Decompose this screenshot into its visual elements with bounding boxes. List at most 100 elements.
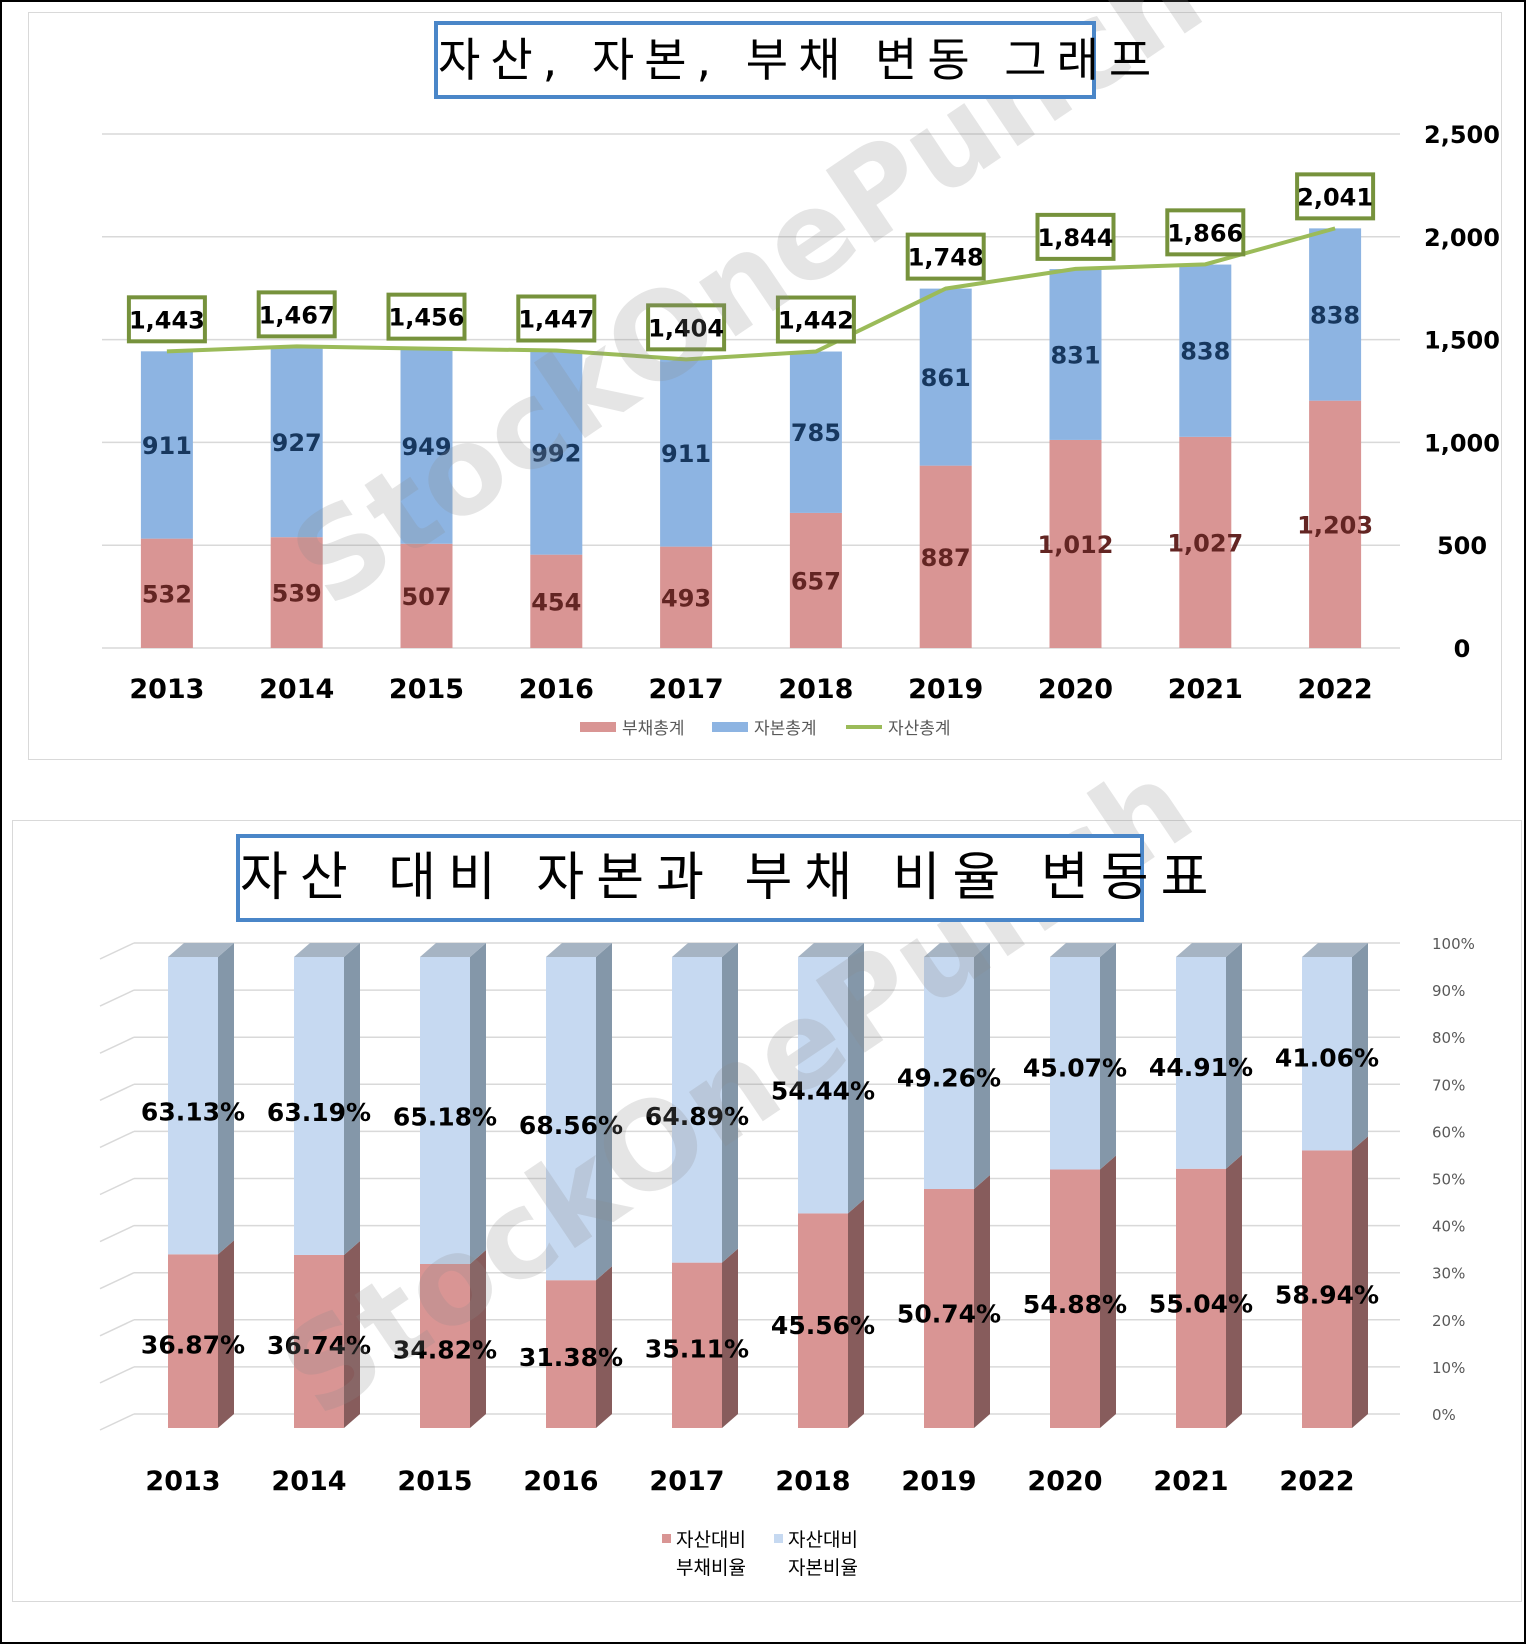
bar-top-face (1302, 943, 1368, 957)
data-label-asset: 1,443 (129, 306, 205, 334)
legend-label: 자산총계 (888, 719, 951, 739)
data-label-equity: 838 (1310, 302, 1360, 330)
bar-debt-side (596, 1266, 612, 1428)
bar-equity-2016 (546, 957, 596, 1281)
bar-debt-2016 (546, 1280, 596, 1428)
gridline-side (99, 1366, 135, 1384)
data-label-equity: 44.91% (1149, 1053, 1253, 1082)
data-label-debt: 36.74% (267, 1331, 371, 1360)
x-tick-label: 2022 (1279, 1466, 1354, 1497)
bar-debt-2017 (672, 1262, 722, 1428)
data-label-equity: 831 (1050, 342, 1100, 370)
bar-equity-side (596, 943, 612, 1281)
bar-debt-side (974, 1175, 990, 1428)
chart-bottom-panel (12, 820, 1522, 1602)
data-label-box-asset (905, 232, 986, 281)
bar-debt-side (1352, 1136, 1368, 1428)
data-label-equity: 54.44% (771, 1076, 875, 1105)
bar-debt-side (848, 1199, 864, 1428)
x-tick-label: 2022 (1298, 674, 1373, 705)
y-tick-label: 30% (1432, 1265, 1465, 1283)
data-label-asset: 1,467 (259, 301, 335, 329)
data-label-equity: 45.07% (1023, 1054, 1127, 1083)
bar-equity-2022 (1302, 957, 1352, 1151)
bar-debt-2013 (168, 1254, 218, 1428)
bar-equity-side (1352, 943, 1368, 1151)
y-tick-label: 10% (1432, 1359, 1465, 1377)
legend-label: 부채총계 (622, 719, 685, 739)
data-label-box-asset (1035, 212, 1116, 261)
data-label-debt: 45.56% (771, 1311, 875, 1340)
legend-swatch (774, 1534, 783, 1543)
y-tick-label: 2,000 (1424, 224, 1500, 252)
data-label-debt: 35.11% (645, 1335, 749, 1364)
y-tick-label: 90% (1432, 982, 1465, 1000)
y-tick-label: 1,500 (1424, 327, 1500, 355)
x-tick-label: 2015 (389, 674, 464, 705)
bar-equity-2017 (660, 359, 713, 547)
y-tick-label: 60% (1432, 1123, 1465, 1141)
bar-debt-side (344, 1240, 360, 1428)
x-tick-label: 2013 (129, 674, 204, 705)
data-label-debt: 55.04% (1149, 1290, 1253, 1319)
bar-top-face (798, 943, 864, 957)
bar-debt-side (1226, 1154, 1242, 1428)
bar-equity-2014 (270, 346, 323, 538)
x-tick-label: 2015 (397, 1466, 472, 1497)
gridline-side (99, 1177, 135, 1196)
bar-debt-2016 (530, 554, 583, 648)
bar-top-face (1050, 943, 1116, 957)
y-tick-label: 100% (1432, 935, 1475, 953)
legend-label: 자산대비 (788, 1529, 858, 1551)
x-tick-label: 2017 (649, 674, 724, 705)
data-label-equity: 949 (401, 433, 451, 461)
bar-equity-2019 (924, 957, 974, 1190)
data-label-debt: 34.82% (393, 1335, 497, 1364)
data-label-box-asset (516, 294, 597, 343)
data-label-debt: 657 (791, 567, 841, 595)
data-label-equity: 927 (272, 429, 322, 457)
legend-label: 자본총계 (754, 719, 817, 739)
bar-debt-side (470, 1249, 486, 1428)
y-tick-label: 50% (1432, 1171, 1465, 1189)
bar-debt-2019 (919, 465, 972, 648)
bar-equity-2016 (530, 350, 583, 555)
legend-label: 부채비율 (676, 1557, 746, 1579)
data-label-debt: 887 (921, 544, 971, 572)
data-label-equity: 992 (531, 440, 581, 468)
data-label-equity: 911 (661, 440, 711, 468)
bar-debt-side (1100, 1155, 1116, 1428)
gridline-side (99, 1224, 135, 1243)
data-label-box-asset (646, 303, 727, 352)
bar-debt-2021 (1176, 1168, 1226, 1428)
bar-debt-2020 (1050, 1169, 1100, 1428)
bar-debt-2021 (1179, 436, 1232, 648)
data-label-debt: 1,027 (1167, 529, 1243, 557)
data-label-equity: 861 (921, 364, 971, 392)
bar-equity-side (344, 943, 360, 1255)
bar-equity-2013 (168, 957, 218, 1255)
x-tick-label: 2018 (778, 674, 853, 705)
gridline-side (99, 989, 135, 1007)
data-label-debt: 58.94% (1275, 1281, 1379, 1310)
data-label-debt: 493 (661, 584, 711, 612)
y-tick-label: 20% (1432, 1312, 1465, 1330)
y-tick-label: 0 (1454, 635, 1471, 663)
legend-label: 자본비율 (788, 1557, 858, 1579)
legend-label: 자산대비 (676, 1529, 746, 1551)
y-tick-label: 80% (1432, 1029, 1465, 1047)
data-label-equity: 63.19% (267, 1098, 371, 1127)
bar-equity-2018 (789, 351, 842, 513)
data-label-equity: 785 (791, 419, 841, 447)
data-label-box-asset (256, 290, 337, 339)
data-label-asset: 1,442 (778, 307, 854, 335)
data-label-asset: 2,041 (1297, 183, 1373, 211)
legend-swatch (712, 722, 748, 732)
gridline-side (99, 1130, 135, 1149)
bar-equity-2017 (672, 957, 722, 1263)
x-tick-label: 2013 (145, 1466, 220, 1497)
bar-top-face (546, 943, 612, 957)
data-label-equity: 911 (142, 432, 192, 460)
x-tick-label: 2021 (1168, 674, 1243, 705)
